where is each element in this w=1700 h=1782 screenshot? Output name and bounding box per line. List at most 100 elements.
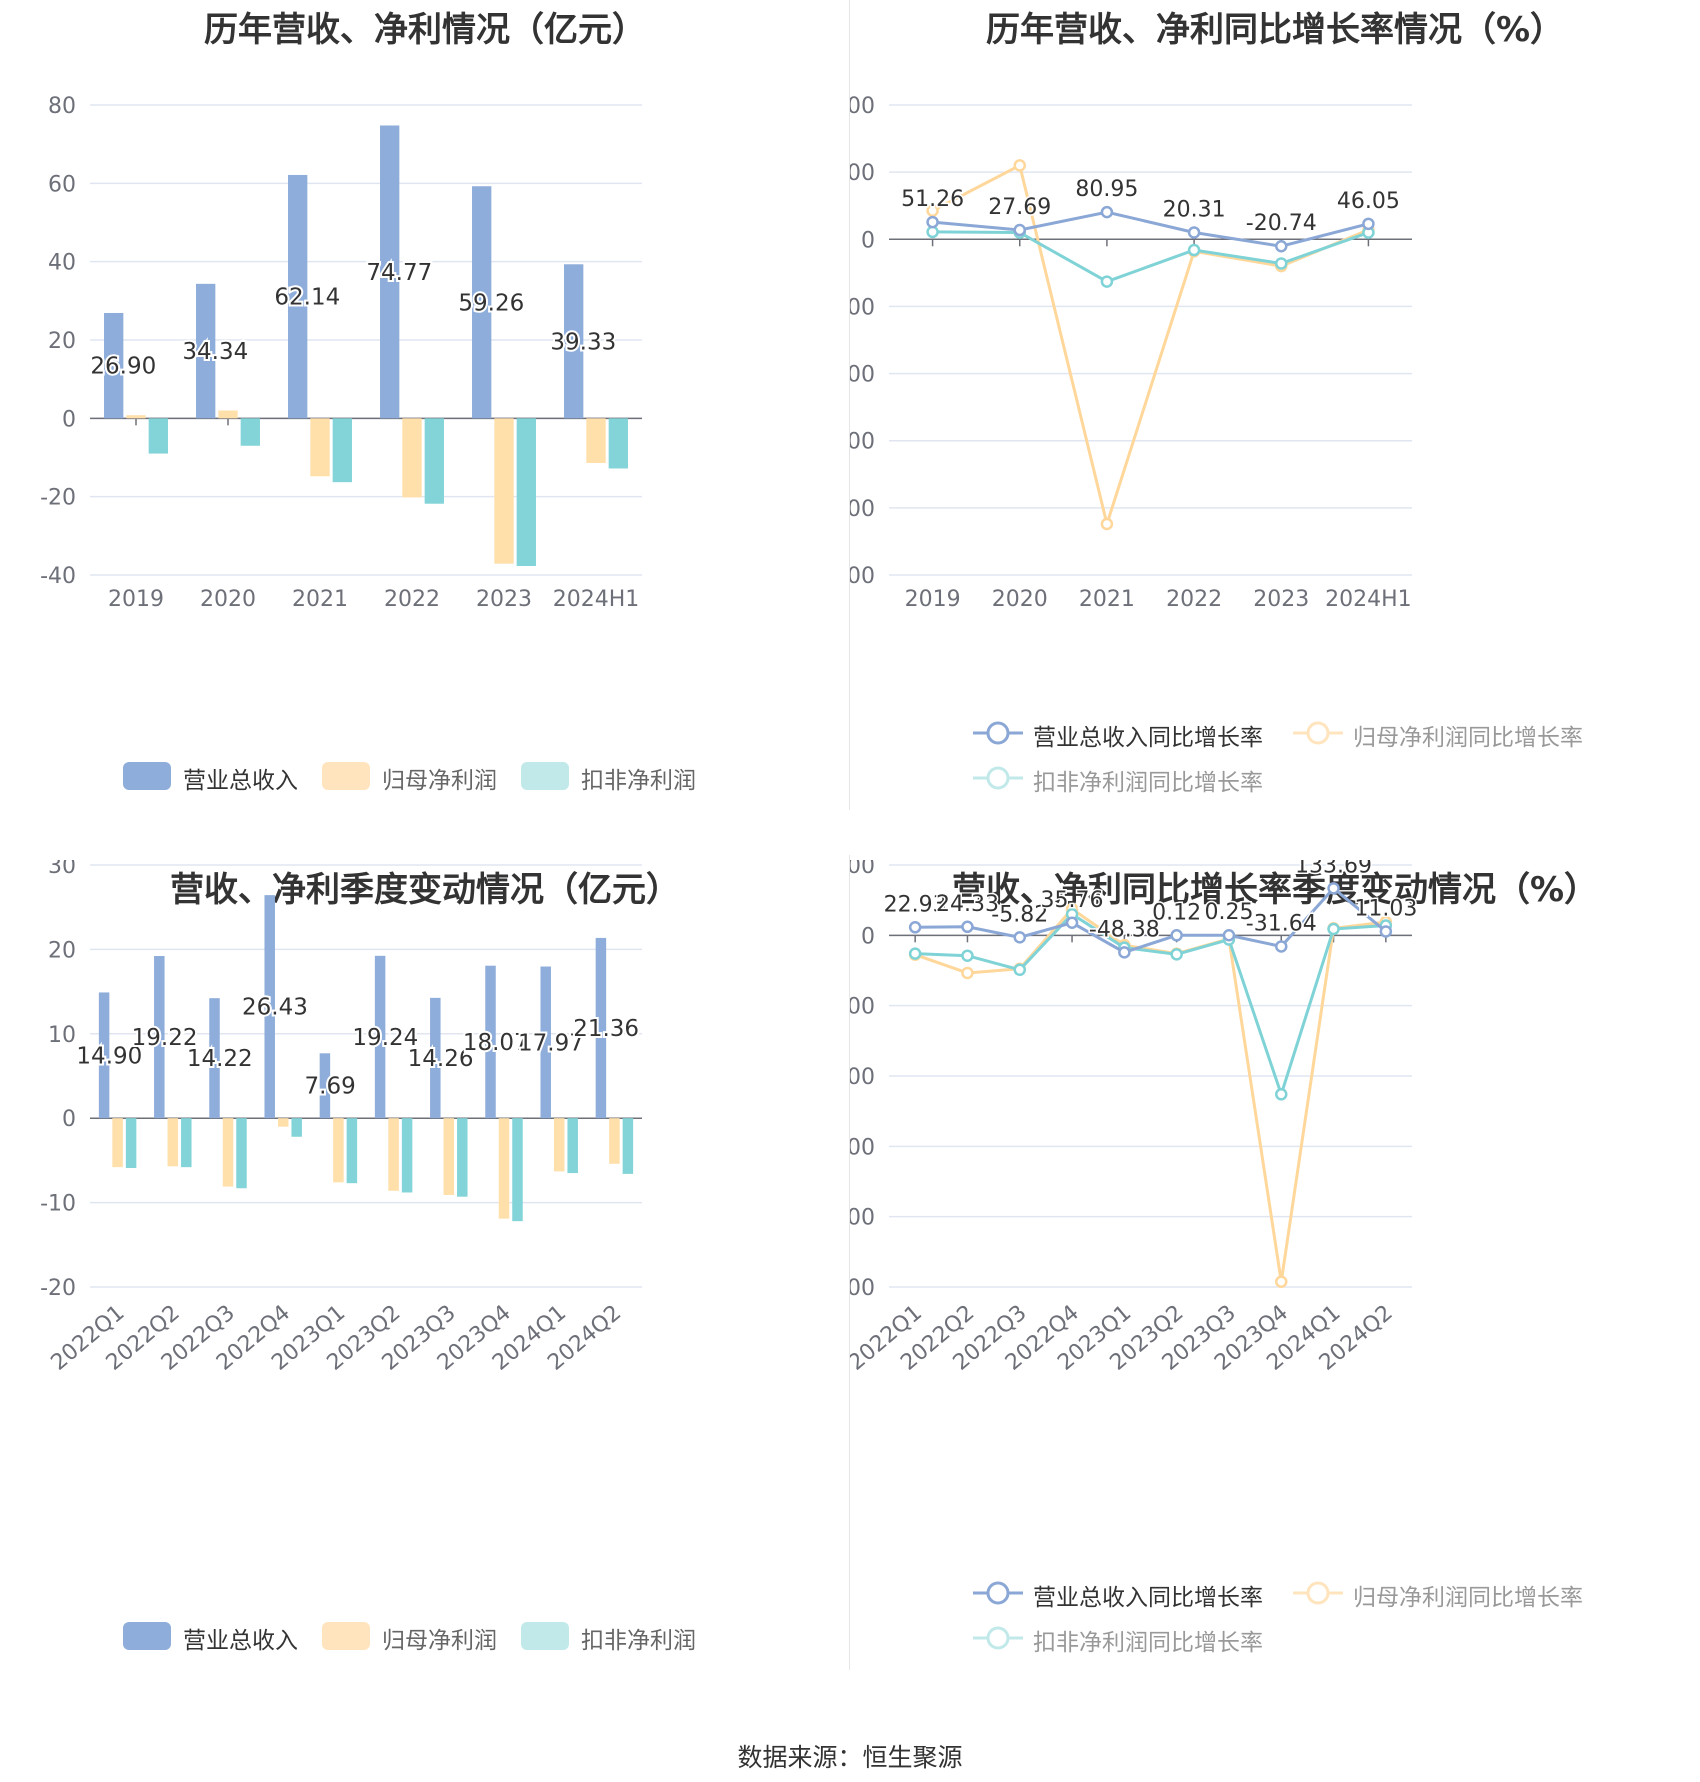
legend-label: 营业总收入 xyxy=(183,768,298,794)
line-net-profit xyxy=(914,906,1387,1282)
bar-net-profit xyxy=(167,1118,179,1167)
point-deducted xyxy=(1275,1088,1288,1101)
y-tick-label: -20 xyxy=(40,1276,76,1301)
y-tick-label: 60 xyxy=(48,172,76,197)
y-tick-label: -200 xyxy=(850,995,875,1020)
data-label: 24.33 xyxy=(936,892,999,917)
data-label: 62.14 xyxy=(274,285,340,311)
bar-net-profit xyxy=(310,418,330,477)
x-tick-label: 2024H1 xyxy=(1325,587,1412,612)
bar-net-profit xyxy=(494,418,514,564)
data-label: 14.26 xyxy=(408,1046,474,1072)
data-label: 0.12 xyxy=(1152,900,1201,925)
bar-revenue xyxy=(540,966,551,1119)
bar-net-profit xyxy=(586,418,606,463)
legend-line-icon xyxy=(1293,721,1343,745)
bar-deducted xyxy=(424,418,444,504)
point-net-profit xyxy=(1275,1275,1288,1288)
bar-deducted xyxy=(125,1118,137,1168)
y-tick-label: -600 xyxy=(850,1135,875,1160)
legend-label: 扣非净利润 xyxy=(581,768,696,794)
point-net-profit xyxy=(926,204,939,217)
bar-revenue xyxy=(196,283,216,419)
data-label: 22.93 xyxy=(884,892,947,917)
y-tick-label: 200 xyxy=(850,161,875,186)
bar-revenue xyxy=(154,955,165,1119)
y-tick-label: 200 xyxy=(850,860,875,879)
line-deducted xyxy=(932,230,1369,284)
point-revenue xyxy=(1170,929,1183,942)
x-tick-label: 2022 xyxy=(384,587,440,612)
annual-bar-chart: 80 60 40 20 0 -20 -40 26.90 2019 34.34 2020 62.14 20… xyxy=(40,94,642,612)
vertical-divider xyxy=(849,0,850,810)
legend-label: 归母净利润 xyxy=(382,768,497,794)
bar-revenue xyxy=(288,174,308,419)
point-revenue xyxy=(1222,928,1236,942)
y-tick-label: -1,000 xyxy=(850,1276,875,1301)
data-label: 19.24 xyxy=(352,1025,418,1051)
bar-deducted xyxy=(236,1118,247,1189)
bar-net-profit xyxy=(277,1118,289,1127)
y-tick-label: -200 xyxy=(850,295,875,320)
bar-deducted xyxy=(622,1118,634,1174)
legend-swatch-revenue xyxy=(123,762,171,790)
data-label: 19.22 xyxy=(132,1025,198,1051)
data-label: 14.90 xyxy=(76,1043,142,1069)
point-revenue xyxy=(1327,882,1340,895)
point-revenue xyxy=(1379,925,1393,938)
data-label: 18.07 xyxy=(463,1030,529,1056)
y-tick-label: 10 xyxy=(48,1023,76,1048)
quarterly-line-chart: 2000-200-400-600-800-1,0002022Q12022Q220… xyxy=(850,860,1419,1376)
x-tick-label: 2021 xyxy=(292,587,348,612)
legend-label: 营业总收入同比增长率 xyxy=(1033,1585,1263,1611)
data-label: -31.64 xyxy=(1246,911,1317,936)
data-label: 35.76 xyxy=(1041,888,1104,913)
bar-deducted xyxy=(608,418,628,469)
bar-revenue xyxy=(564,264,584,419)
chart-title: 历年营收、净利情况（亿元） xyxy=(204,10,646,50)
data-label: 20.31 xyxy=(1163,197,1226,222)
legend-swatch-net-profit xyxy=(322,762,370,790)
y-tick-label: 30 xyxy=(48,860,76,879)
chart-title: 营收、净利季度变动情况（亿元） xyxy=(170,870,680,910)
line-revenue xyxy=(932,210,1369,248)
legend-swatch-deducted xyxy=(521,762,569,790)
bar-deducted xyxy=(346,1118,358,1184)
data-label: 26.90 xyxy=(90,354,156,380)
legend-line-icon xyxy=(1293,1581,1343,1605)
legend-label: 归母净利润同比增长率 xyxy=(1353,1585,1583,1611)
line-deducted xyxy=(915,912,1386,1100)
bar-net-profit xyxy=(609,1118,620,1164)
bar-net-profit xyxy=(388,1118,399,1191)
bar-deducted xyxy=(148,418,168,454)
point-deducted xyxy=(1187,243,1201,257)
bar-revenue xyxy=(595,937,607,1119)
y-tick-label: 0 xyxy=(861,924,875,949)
point-deducted xyxy=(1100,275,1114,288)
x-tick-label: 2023 xyxy=(476,587,532,612)
x-tick-label: 2019 xyxy=(108,587,164,612)
legend-label: 归母净利润 xyxy=(382,1628,497,1654)
vertical-divider xyxy=(849,855,850,1670)
point-net-profit xyxy=(1100,517,1114,531)
bar-deducted xyxy=(401,1118,413,1193)
quarterly-bar-chart: 3020100-10-2014.902022Q119.222022Q214.22… xyxy=(40,860,642,1376)
point-revenue xyxy=(1275,239,1288,253)
bar-net-profit xyxy=(402,418,422,498)
point-revenue xyxy=(1362,217,1375,231)
plot-area: 3020100-10-2014.902022Q119.222022Q214.22… xyxy=(40,860,642,1376)
bar-deducted xyxy=(291,1118,302,1137)
point-revenue xyxy=(1100,205,1114,219)
legend-swatch-deducted xyxy=(521,1622,569,1650)
y-tick-label: -1,000 xyxy=(850,564,875,589)
bar-deducted xyxy=(516,418,536,566)
bar-net-profit xyxy=(498,1118,510,1219)
x-tick-label: 2023 xyxy=(1253,587,1309,612)
bar-net-profit xyxy=(443,1118,455,1196)
data-label: 11.03 xyxy=(1354,896,1417,921)
data-label: 17.97 xyxy=(518,1030,584,1056)
data-label: 80.95 xyxy=(1075,177,1138,202)
y-tick-label: 20 xyxy=(48,938,76,963)
x-tick-label: 2020 xyxy=(200,587,256,612)
data-label: 14.22 xyxy=(187,1046,253,1072)
